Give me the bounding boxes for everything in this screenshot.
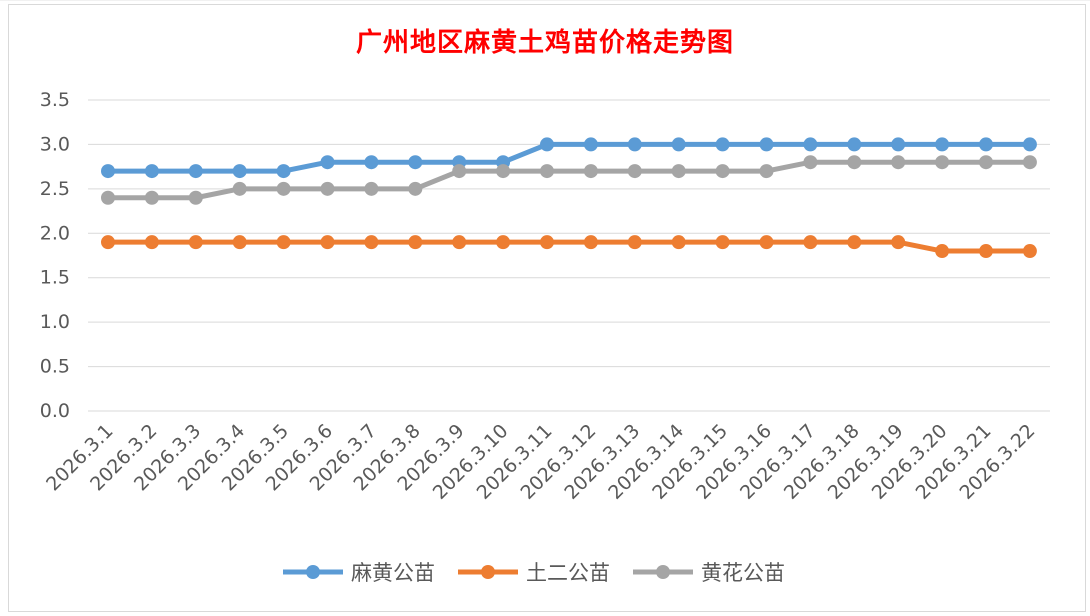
y-tick-label: 2.5: [40, 178, 70, 200]
data-point[interactable]: [320, 155, 335, 170]
data-point[interactable]: [891, 155, 906, 170]
data-point[interactable]: [583, 235, 598, 250]
data-point[interactable]: [759, 137, 774, 152]
data-point[interactable]: [671, 235, 686, 250]
data-point[interactable]: [408, 155, 423, 170]
legend-item[interactable]: 土二公苗: [458, 561, 610, 585]
data-point[interactable]: [891, 137, 906, 152]
legend-marker: [306, 565, 320, 579]
data-point[interactable]: [627, 164, 642, 179]
data-point[interactable]: [364, 155, 379, 170]
data-point[interactable]: [232, 235, 247, 250]
data-point[interactable]: [583, 164, 598, 179]
data-point[interactable]: [276, 235, 291, 250]
legend: 麻黄公苗 土二公苗 黄花公苗: [283, 561, 785, 585]
data-point[interactable]: [803, 235, 818, 250]
data-point[interactable]: [144, 190, 159, 205]
plot-area: [101, 137, 1037, 259]
data-point[interactable]: [847, 235, 862, 250]
data-point[interactable]: [847, 137, 862, 152]
data-point[interactable]: [320, 181, 335, 196]
series-2: [101, 235, 1037, 259]
y-tick-label: 3.0: [40, 133, 70, 155]
series-line: [108, 239, 1030, 254]
data-point[interactable]: [232, 164, 247, 179]
data-point[interactable]: [891, 235, 906, 250]
data-point[interactable]: [276, 164, 291, 179]
data-point[interactable]: [364, 235, 379, 250]
data-point[interactable]: [935, 137, 950, 152]
data-point[interactable]: [540, 164, 554, 179]
data-point[interactable]: [188, 190, 203, 205]
data-point[interactable]: [320, 235, 335, 250]
y-tick-label: 0.0: [40, 400, 70, 422]
data-point[interactable]: [540, 235, 554, 250]
data-point[interactable]: [408, 235, 423, 250]
legend-label: 土二公苗: [526, 561, 610, 585]
data-point[interactable]: [496, 164, 511, 179]
data-point[interactable]: [671, 164, 686, 179]
y-tick-label: 0.5: [40, 356, 70, 378]
y-tick-label: 3.5: [40, 89, 70, 111]
data-point[interactable]: [847, 155, 862, 170]
data-point[interactable]: [935, 244, 950, 259]
data-point[interactable]: [715, 137, 730, 152]
data-point[interactable]: [276, 181, 291, 196]
legend-item[interactable]: 麻黄公苗: [283, 561, 435, 585]
y-tick-label: 1.0: [40, 311, 70, 333]
data-point[interactable]: [715, 164, 730, 179]
legend-label: 麻黄公苗: [351, 561, 435, 585]
series-1: [101, 137, 1037, 179]
data-point[interactable]: [979, 155, 993, 170]
data-point[interactable]: [364, 181, 379, 196]
data-point[interactable]: [1022, 137, 1037, 152]
legend-marker: [656, 565, 670, 579]
data-point[interactable]: [671, 137, 686, 152]
x-axis: 2026.3.12026.3.22026.3.32026.3.42026.3.5…: [42, 420, 1039, 504]
data-point[interactable]: [188, 235, 203, 250]
y-tick-label: 2.0: [40, 222, 70, 244]
data-point[interactable]: [540, 137, 554, 152]
data-point[interactable]: [759, 235, 774, 250]
data-point[interactable]: [627, 235, 642, 250]
data-point[interactable]: [452, 235, 467, 250]
data-point[interactable]: [1022, 244, 1037, 259]
data-point[interactable]: [101, 164, 115, 179]
data-point[interactable]: [101, 190, 115, 205]
legend-marker: [481, 565, 495, 579]
data-point[interactable]: [803, 137, 818, 152]
y-tick-label: 1.5: [40, 267, 70, 289]
data-point[interactable]: [979, 137, 993, 152]
data-point[interactable]: [759, 164, 774, 179]
data-point[interactable]: [1022, 155, 1037, 170]
y-axis: 0.0 0.5 1.0 1.5 2.0 2.5 3.0 3.5: [40, 89, 70, 422]
series-line: [108, 159, 1030, 201]
data-point[interactable]: [232, 181, 247, 196]
data-point[interactable]: [583, 137, 598, 152]
chart-title: 广州地区麻黄土鸡苗价格走势图: [355, 28, 734, 58]
data-point[interactable]: [101, 235, 115, 250]
data-point[interactable]: [188, 164, 203, 179]
data-point[interactable]: [144, 164, 159, 179]
data-point[interactable]: [408, 181, 423, 196]
data-point[interactable]: [803, 155, 818, 170]
data-point[interactable]: [935, 155, 950, 170]
legend-label: 黄花公苗: [701, 561, 785, 585]
data-point[interactable]: [496, 235, 511, 250]
data-point[interactable]: [979, 244, 993, 259]
data-point[interactable]: [144, 235, 159, 250]
series-3: [101, 155, 1037, 205]
data-point[interactable]: [715, 235, 730, 250]
data-point[interactable]: [452, 164, 467, 179]
legend-item[interactable]: 黄花公苗: [633, 561, 785, 585]
data-point[interactable]: [627, 137, 642, 152]
chart-area[interactable]: [8, 4, 1086, 612]
series-line: [108, 141, 1030, 174]
